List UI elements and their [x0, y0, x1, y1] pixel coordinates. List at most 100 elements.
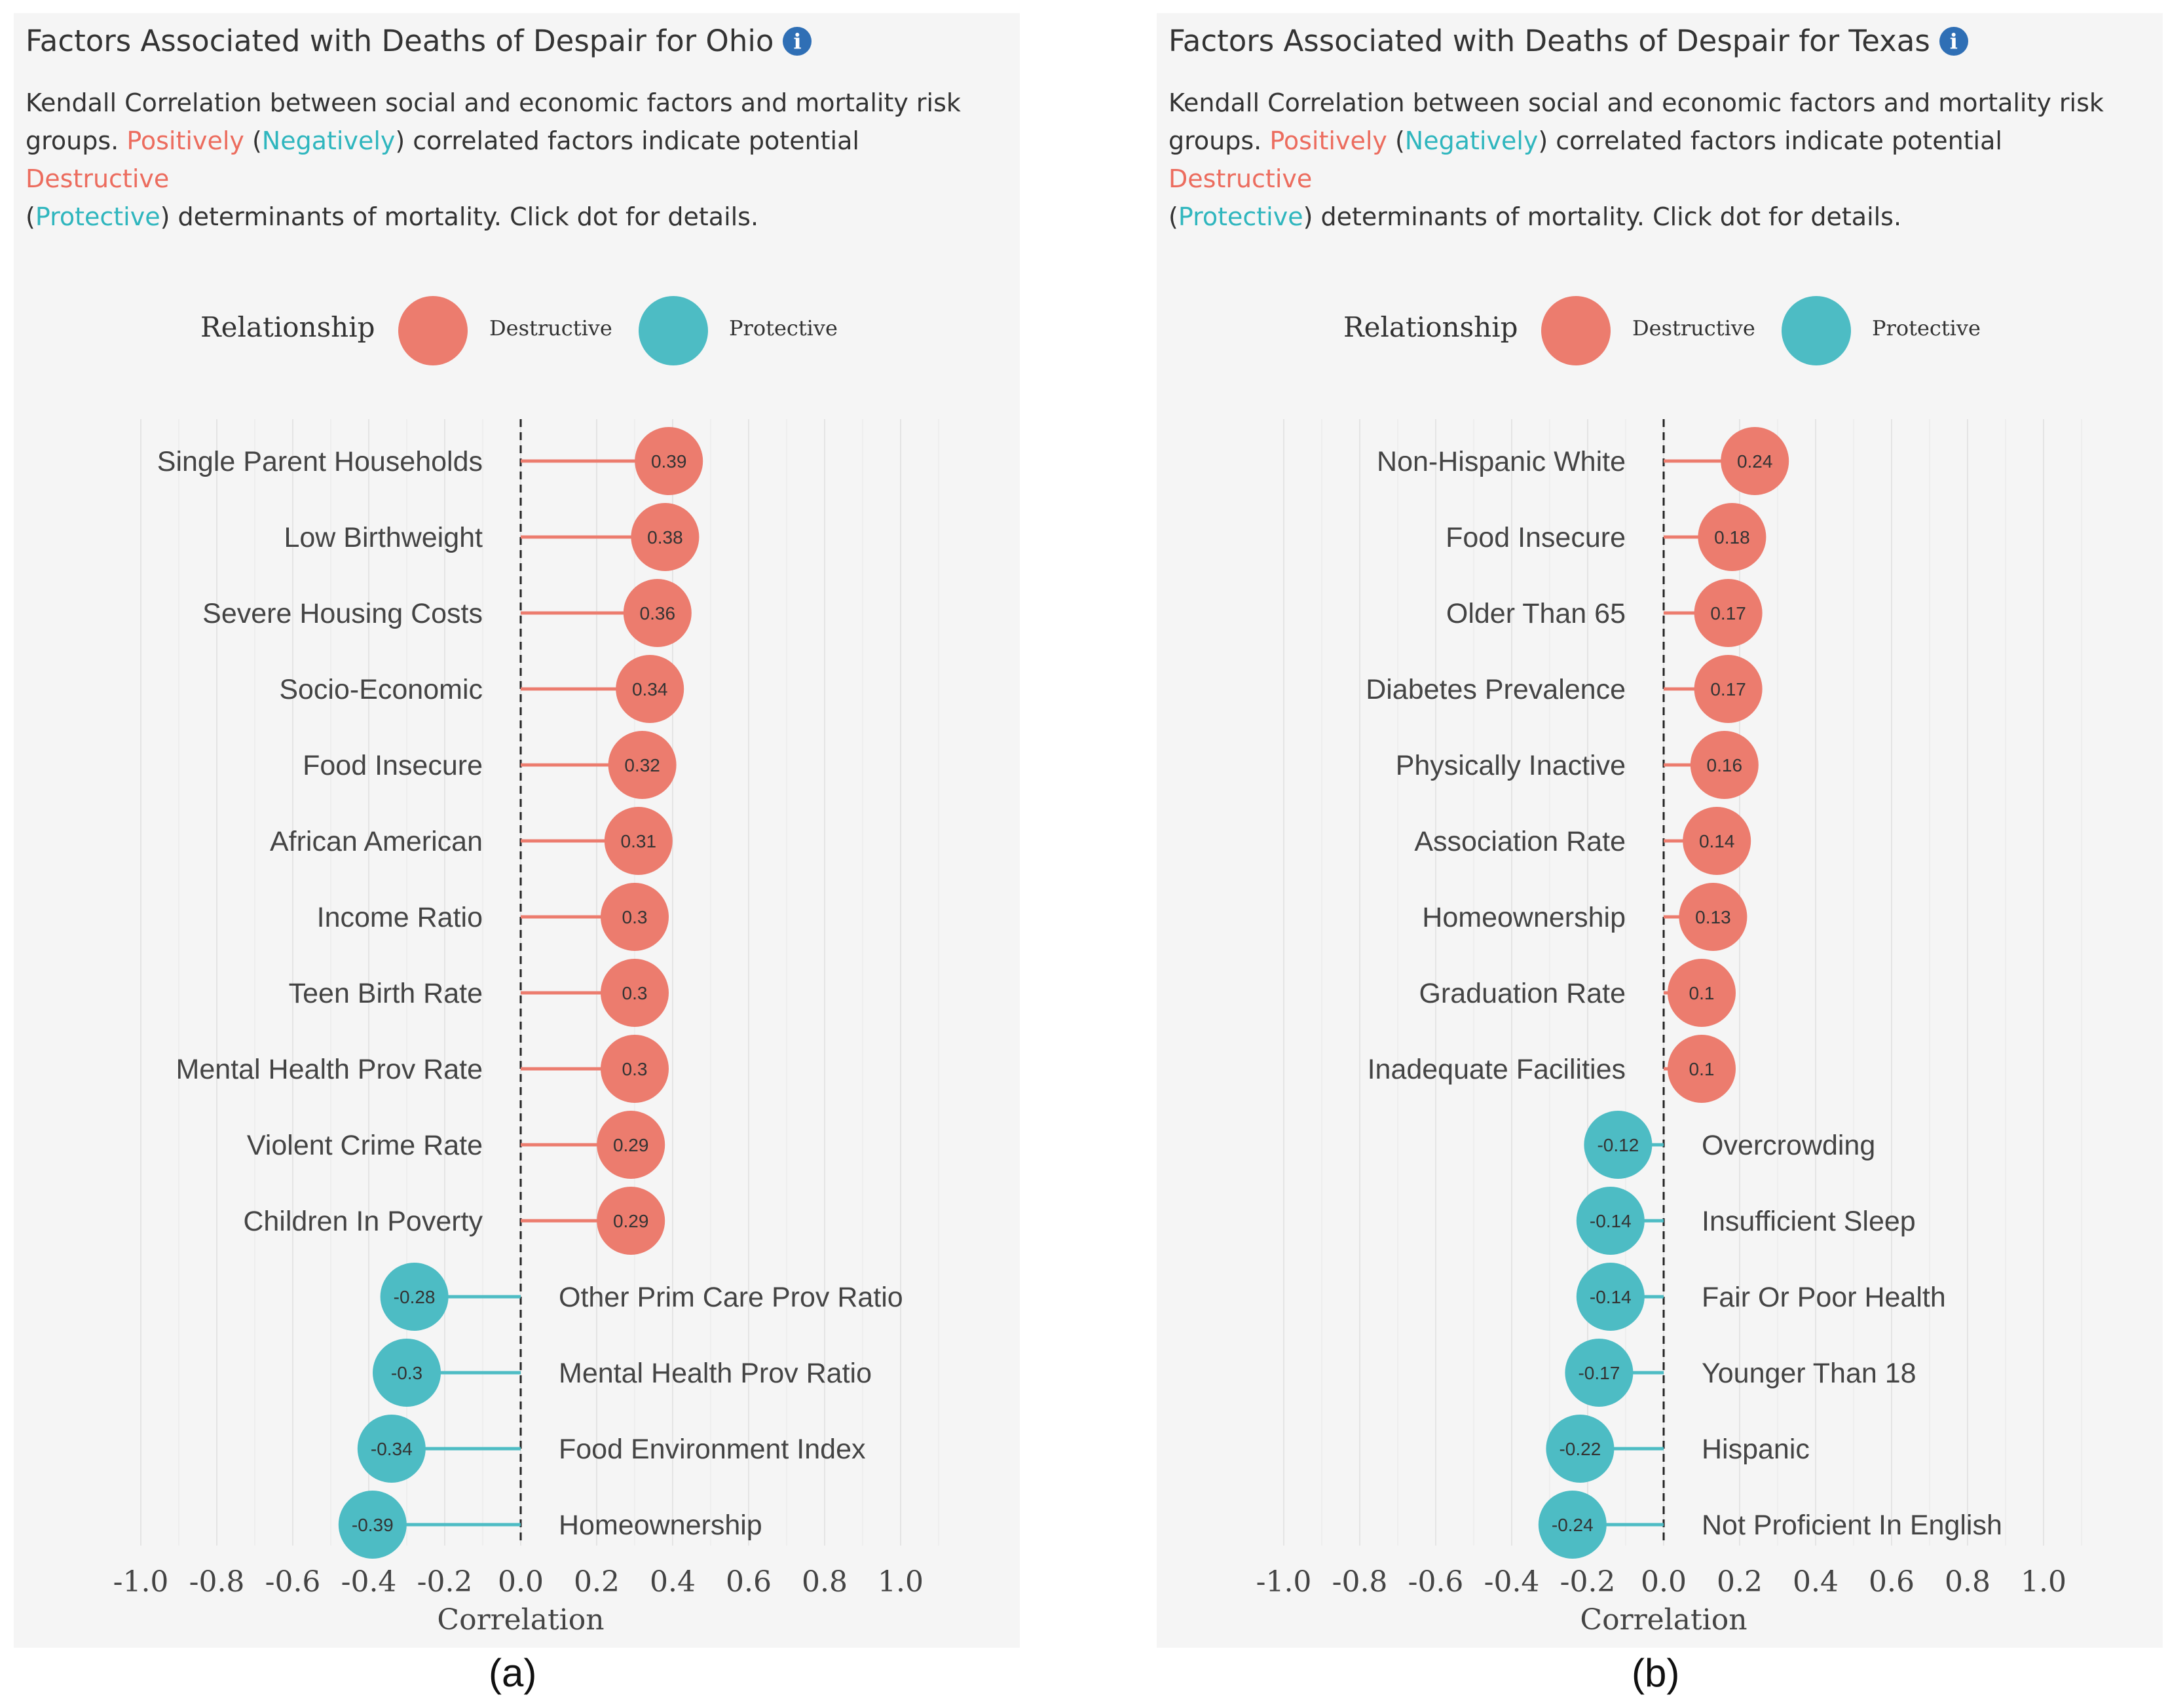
panel-description: Kendall Correlation between social and e…	[26, 84, 1008, 236]
category-label: Mental Health Prov Rate	[176, 1054, 483, 1085]
grid	[1283, 419, 2082, 1546]
lollipop-0: 0.39 Single Parent Households	[157, 427, 703, 495]
lollipop-13: -0.34 Food Environment Index	[357, 1415, 866, 1483]
lollipop-7: 0.1 Graduation Rate	[1419, 959, 1736, 1027]
description-tail: ) determinants of mortality. Click dot f…	[1303, 202, 1902, 231]
x-tick-label: -0.4	[341, 1565, 397, 1599]
category-label: Overcrowding	[1702, 1130, 1875, 1161]
legend-destructive-swatch	[398, 296, 468, 365]
data-label: -0.39	[352, 1515, 394, 1535]
lollipop-dot[interactable]	[1679, 883, 1747, 951]
lollipop-dot[interactable]	[1565, 1339, 1634, 1407]
lollipop-4: 0.16 Physically Inactive	[1396, 731, 1759, 799]
lollipop-dot[interactable]	[1698, 503, 1766, 571]
data-label: 0.13	[1695, 907, 1731, 927]
category-label: Non-Hispanic White	[1377, 446, 1626, 477]
description-paren2: (	[26, 202, 35, 231]
x-tick-label: 0.6	[726, 1565, 772, 1599]
lollipop-dot[interactable]	[338, 1491, 407, 1559]
legend-protective-swatch	[639, 296, 708, 365]
lollipop-dot[interactable]	[357, 1415, 426, 1483]
lollipop-dot[interactable]	[1694, 655, 1763, 723]
legend-title: Relationship	[1343, 311, 1518, 343]
description-mid: ) correlated factors indicate potential	[1538, 126, 2002, 155]
lollipop-11: -0.28 Other Prim Care Prov Ratio	[380, 1263, 903, 1331]
positively-word: Positively	[126, 126, 244, 155]
lollipop-dot[interactable]	[1668, 959, 1736, 1027]
data-label: -0.14	[1590, 1287, 1632, 1307]
lollipop-dot[interactable]	[601, 1035, 669, 1103]
caption-a: (a)	[489, 1651, 537, 1695]
legend-destructive-label: Destructive	[1632, 316, 1755, 341]
lollipop-dot[interactable]	[380, 1263, 449, 1331]
x-tick-label: 0.0	[1641, 1565, 1687, 1599]
lollipop-dot[interactable]	[1683, 807, 1751, 875]
lollipop-dot[interactable]	[1538, 1491, 1607, 1559]
data-label: 0.14	[1699, 831, 1735, 851]
description-mid: ) correlated factors indicate potential	[395, 126, 859, 155]
data-label: -0.3	[391, 1363, 422, 1383]
lollipop-12: -0.3 Mental Health Prov Ratio	[373, 1339, 872, 1407]
lollipop-1: 0.18 Food Insecure	[1446, 503, 1766, 571]
data-label: -0.22	[1559, 1439, 1601, 1459]
data-label: -0.17	[1578, 1363, 1620, 1383]
category-label: Income Ratio	[317, 902, 483, 933]
category-label: Violent Crime Rate	[247, 1130, 483, 1161]
category-label: Not Proficient In English	[1702, 1510, 2002, 1541]
lollipop-dot[interactable]	[597, 1187, 665, 1255]
info-icon[interactable]: i	[783, 26, 812, 56]
destructive-word: Destructive	[1168, 164, 1313, 193]
lollipop-5: 0.31 African American	[270, 807, 673, 875]
lollipop-dot[interactable]	[631, 503, 700, 571]
lollipop-dot[interactable]	[1584, 1111, 1653, 1179]
x-tick-label: 0.4	[650, 1565, 696, 1599]
legend: Relationship Destructive Protective	[14, 275, 1020, 386]
negatively-word: Negatively	[261, 126, 396, 155]
lollipop-13: -0.22 Hispanic	[1546, 1415, 1810, 1483]
lollipop-dot[interactable]	[623, 579, 692, 647]
legend: Relationship Destructive Protective	[1157, 275, 2163, 386]
lollipop-8: 0.3 Mental Health Prov Rate	[176, 1035, 669, 1103]
data-label: 0.39	[651, 451, 687, 472]
lollipop-dot[interactable]	[1576, 1263, 1645, 1331]
category-label: Graduation Rate	[1419, 978, 1626, 1009]
category-label: Mental Health Prov Ratio	[559, 1358, 872, 1389]
ohio-panel: Factors Associated with Deaths of Despai…	[14, 13, 1020, 1648]
lollipop-dot[interactable]	[1690, 731, 1759, 799]
lollipop-dot[interactable]	[1694, 579, 1763, 647]
category-label: Younger Than 18	[1702, 1358, 1916, 1389]
x-tick-label: 0.8	[802, 1565, 848, 1599]
info-icon[interactable]: i	[1939, 26, 1968, 56]
legend-protective-label: Protective	[1872, 316, 1981, 341]
lollipop-dot[interactable]	[601, 959, 669, 1027]
legend-protective-swatch	[1782, 296, 1851, 365]
category-label: Physically Inactive	[1396, 750, 1626, 781]
data-label: 0.3	[622, 983, 648, 1003]
description-line1: Kendall Correlation between social and e…	[1168, 88, 2104, 117]
lollipop-dot[interactable]	[1668, 1035, 1736, 1103]
lollipop-dot[interactable]	[1721, 427, 1789, 495]
lollipop-dot[interactable]	[1576, 1187, 1645, 1255]
data-label: 0.38	[647, 527, 683, 548]
lollipop-dot[interactable]	[608, 731, 677, 799]
legend-destructive-swatch	[1541, 296, 1611, 365]
destructive-word: Destructive	[26, 164, 170, 193]
lollipop-dot[interactable]	[616, 655, 684, 723]
data-label: 0.16	[1707, 755, 1743, 775]
x-tick-label: -0.2	[1560, 1565, 1616, 1599]
data-label: 0.3	[622, 1059, 648, 1079]
lollipop-dot[interactable]	[1546, 1415, 1615, 1483]
lollipop-dot[interactable]	[635, 427, 703, 495]
panel-title-text: Factors Associated with Deaths of Despai…	[1168, 24, 1930, 58]
lollipop-10: 0.29 Children In Poverty	[243, 1187, 665, 1255]
legend-destructive-label: Destructive	[489, 316, 612, 341]
lollipop-dot[interactable]	[373, 1339, 441, 1407]
lollipop-11: -0.14 Fair Or Poor Health	[1576, 1263, 1946, 1331]
lollipop-7: 0.3 Teen Birth Rate	[289, 959, 669, 1027]
lollipop-dot[interactable]	[604, 807, 673, 875]
lollipop-dot[interactable]	[597, 1111, 665, 1179]
lollipop-dot[interactable]	[601, 883, 669, 951]
x-tick-label: -0.6	[1408, 1565, 1464, 1599]
category-label: Hispanic	[1702, 1434, 1810, 1465]
